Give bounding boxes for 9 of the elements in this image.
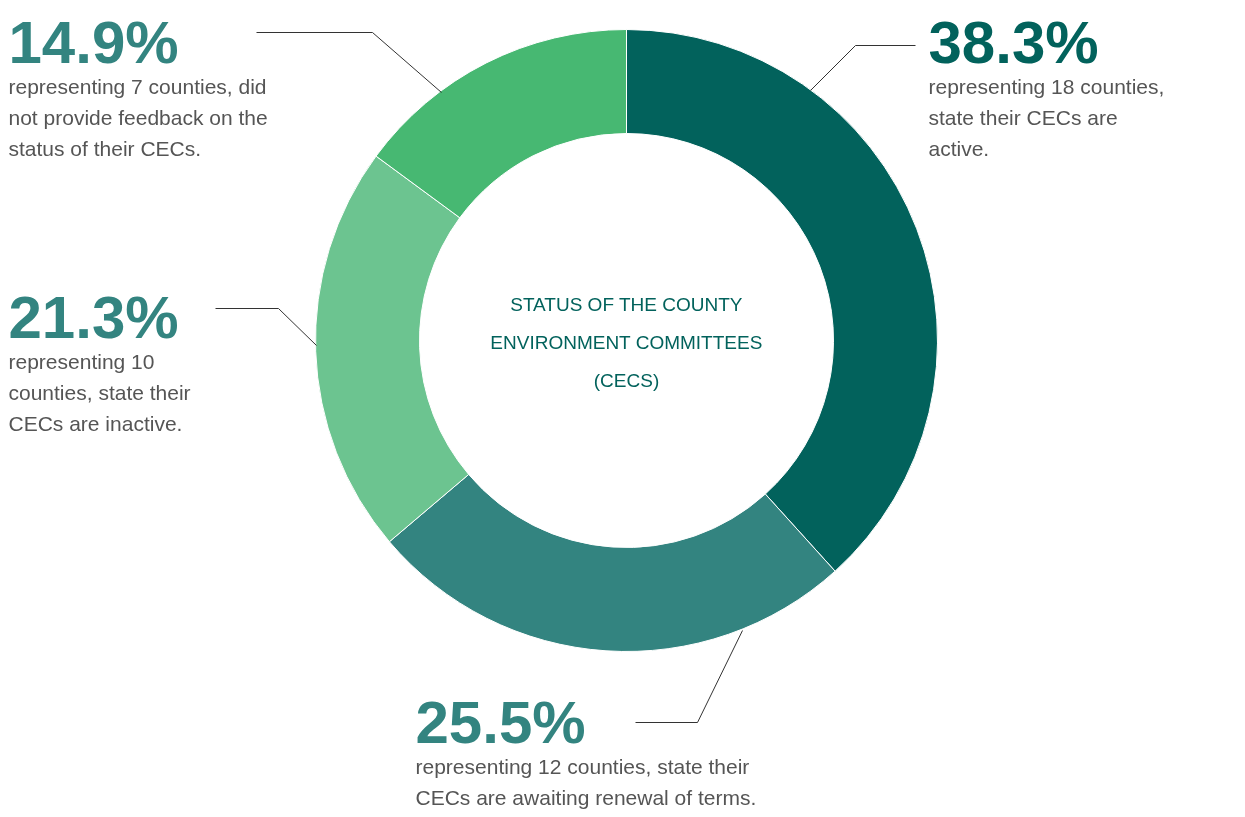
data-label: 14.9% (8, 8, 179, 76)
slice-label: representing 12 counties, state their CECs are awaiting renewal of terms. (415, 754, 757, 809)
data-label: 21.3% (8, 283, 179, 351)
slice-label: representing 7 counties, did not provide feedback on the status of their CECs. (8, 74, 268, 160)
slice-label: representing 10 counties, state their CECs are inactive. (8, 349, 191, 435)
data-label: 25.5% (415, 688, 586, 756)
data-label: 38.3% (928, 8, 1099, 76)
slice-label: representing 18 counties, state their CECs are active. (928, 74, 1165, 160)
text: STATUS OF THE COUNTY ENVIRONMENT COMMITTEES (CECS) (490, 294, 763, 391)
